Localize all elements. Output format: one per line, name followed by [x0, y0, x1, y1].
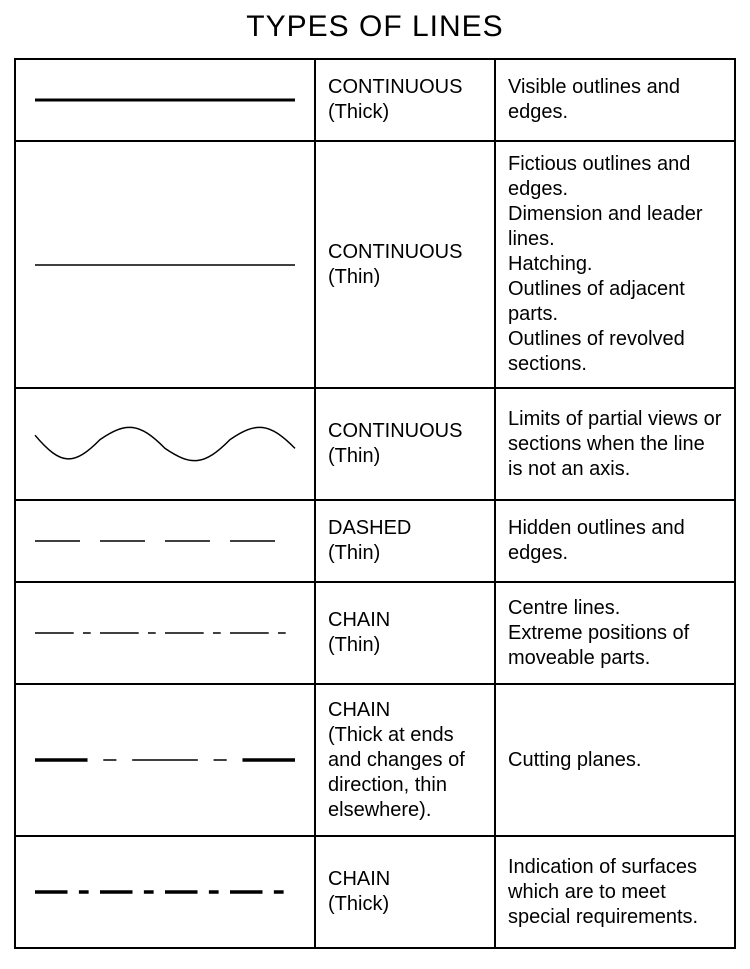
line-description: Limits of partial views or sections when…: [495, 388, 735, 500]
line-sample: [15, 500, 315, 582]
line-description: Hidden outlines and edges.: [495, 500, 735, 582]
line-name-qualifier: (Thin): [328, 541, 482, 566]
table-row: CONTINUOUS(Thick)Visible outlines and ed…: [15, 59, 735, 141]
line-name-main: CHAIN: [328, 608, 482, 633]
line-name: CHAIN(Thick at ends and changes of direc…: [315, 684, 495, 836]
line-name: DASHED(Thin): [315, 500, 495, 582]
line-sample-svg: [25, 404, 305, 484]
line-name-main: CONTINUOUS: [328, 75, 482, 100]
line-sample-svg: [25, 593, 305, 673]
line-name-main: CONTINUOUS: [328, 419, 482, 444]
line-name: CONTINUOUS(Thin): [315, 388, 495, 500]
line-description: Cutting planes.: [495, 684, 735, 836]
line-sample: [15, 388, 315, 500]
line-name-qualifier: (Thin): [328, 444, 482, 469]
line-description: Visible outlines and edges.: [495, 59, 735, 141]
line-sample: [15, 836, 315, 948]
line-name-main: CONTINUOUS: [328, 240, 482, 265]
line-name-qualifier: (Thick): [328, 892, 482, 917]
table-row: CHAIN(Thin)Centre lines.Extreme position…: [15, 582, 735, 684]
table-row: DASHED(Thin)Hidden outlines and edges.: [15, 500, 735, 582]
page-title: TYPES OF LINES: [0, 0, 750, 58]
line-sample-svg: [25, 852, 305, 932]
line-name: CHAIN(Thick): [315, 836, 495, 948]
table-row: CONTINUOUS(Thin)Limits of partial views …: [15, 388, 735, 500]
line-sample: [15, 684, 315, 836]
table-row: CHAIN(Thick at ends and changes of direc…: [15, 684, 735, 836]
line-name-main: DASHED: [328, 516, 482, 541]
line-name-qualifier: (Thin): [328, 633, 482, 658]
line-sample: [15, 59, 315, 141]
line-name-main: CHAIN: [328, 867, 482, 892]
page: TYPES OF LINES CONTINUOUS(Thick)Visible …: [0, 0, 750, 969]
line-sample-svg: [25, 62, 305, 138]
line-name-qualifier: (Thin): [328, 265, 482, 290]
line-sample-svg: [25, 225, 305, 305]
line-description: Fictious outlines and edges.Dimension an…: [495, 141, 735, 388]
line-name-main: CHAIN: [328, 698, 482, 723]
line-sample: [15, 582, 315, 684]
line-name: CONTINUOUS(Thick): [315, 59, 495, 141]
table-row: CHAIN(Thick)Indication of surfaces which…: [15, 836, 735, 948]
line-description: Centre lines.Extreme positions of moveab…: [495, 582, 735, 684]
line-name: CONTINUOUS(Thin): [315, 141, 495, 388]
line-name-qualifier: (Thick at ends and changes of direction,…: [328, 723, 482, 823]
line-description: Indication of surfaces which are to meet…: [495, 836, 735, 948]
table-row: CONTINUOUS(Thin)Fictious outlines and ed…: [15, 141, 735, 388]
line-name: CHAIN(Thin): [315, 582, 495, 684]
line-name-qualifier: (Thick): [328, 100, 482, 125]
line-sample-svg: [25, 720, 305, 800]
line-sample-svg: [25, 503, 305, 579]
line-sample: [15, 141, 315, 388]
line-types-table: CONTINUOUS(Thick)Visible outlines and ed…: [14, 58, 736, 949]
